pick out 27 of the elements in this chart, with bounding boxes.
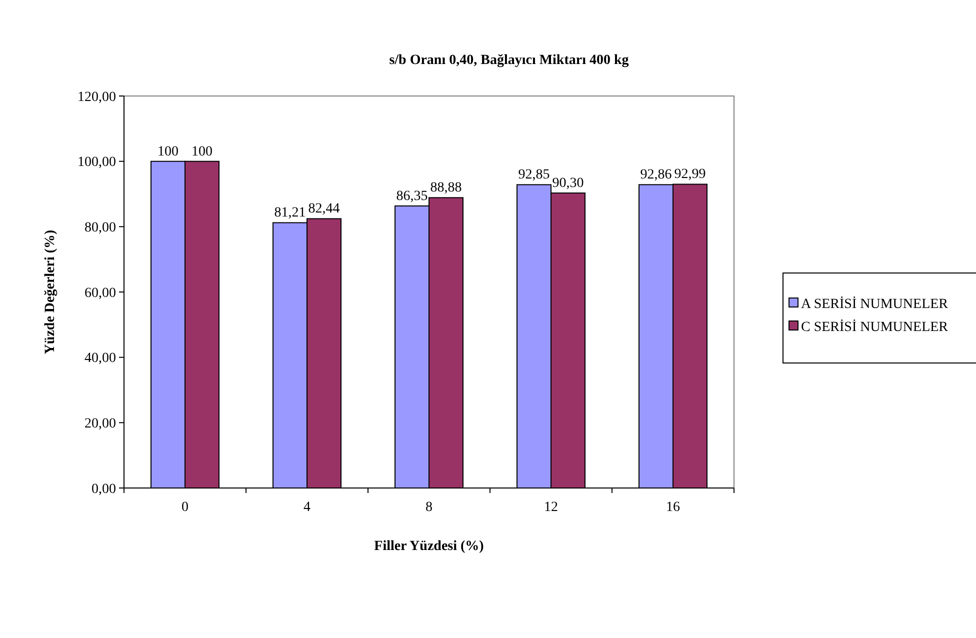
- x-tick-label: 8: [426, 500, 432, 515]
- y-tick-label: 0,00: [92, 482, 116, 497]
- x-axis-title: Filler Yüzdesi (%): [374, 539, 484, 554]
- y-tick-label: 60,00: [84, 286, 116, 301]
- data-label: 82,44: [308, 202, 340, 217]
- data-label: 92,86: [640, 168, 672, 183]
- chart-title: s/b Oranı 0,40, Bağlayıcı Miktarı 400 kg: [389, 53, 629, 68]
- x-tick-label: 0: [182, 500, 188, 515]
- x-tick-label: 16: [666, 500, 680, 515]
- data-label: 88,88: [430, 180, 462, 196]
- legend-label: A SERİSİ NUMUNELER: [801, 296, 949, 312]
- data-label: 81,21: [274, 206, 306, 221]
- y-axis-title: Yüzde Değerleri (%): [43, 229, 58, 354]
- data-label: 90,30: [552, 176, 584, 192]
- data-label: 86,35: [396, 188, 428, 204]
- x-tick-label: 12: [544, 500, 558, 515]
- y-tick-label: 40,00: [84, 351, 116, 366]
- y-tick-label: 80,00: [84, 220, 116, 236]
- legend-label: C SERİSİ NUMUNELER: [801, 318, 949, 335]
- data-label: 100: [192, 144, 212, 160]
- y-tick-label: 100,00: [78, 155, 116, 170]
- x-tick-label: 4: [304, 500, 310, 515]
- data-label: 92,99: [674, 167, 706, 182]
- data-label: 100: [158, 144, 178, 160]
- y-tick-label: 20,00: [84, 416, 116, 432]
- data-label: 92,85: [518, 168, 550, 183]
- y-tick-label: 120,00: [78, 90, 116, 105]
